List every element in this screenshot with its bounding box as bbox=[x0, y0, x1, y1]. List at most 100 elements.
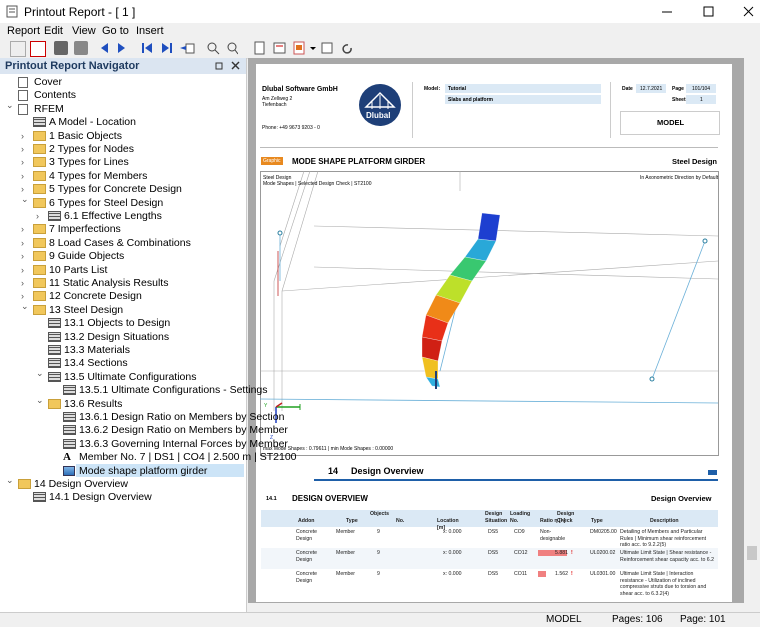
tree-item[interactable]: RFEM bbox=[34, 102, 64, 115]
menu-item[interactable]: Go to bbox=[102, 25, 129, 37]
tree-item[interactable]: 13.5.1 Ultimate Configurations - Setting… bbox=[79, 384, 268, 397]
tree-item[interactable]: 13.6 Results bbox=[64, 397, 123, 410]
tree-item[interactable]: A Model - Location bbox=[49, 116, 136, 129]
tree-item[interactable]: 13.4 Sections bbox=[64, 357, 128, 370]
cell: CO11 bbox=[514, 571, 528, 577]
tree-item[interactable]: 13.1 Objects to Design bbox=[64, 317, 171, 330]
cell: 1.562 bbox=[555, 571, 568, 577]
date-label: Date bbox=[622, 86, 633, 92]
tree-item[interactable]: 13.2 Design Situations bbox=[64, 330, 170, 343]
sub-number: 14.1 bbox=[266, 496, 277, 502]
window-controls[interactable] bbox=[650, 0, 760, 23]
tree-item[interactable]: 7 Imperfections bbox=[49, 223, 121, 236]
scroll-thumb[interactable] bbox=[747, 546, 757, 560]
expander[interactable]: ⌄ bbox=[6, 475, 14, 485]
title-bar bbox=[0, 0, 760, 23]
cell: DS5 bbox=[488, 571, 499, 577]
tree-item[interactable]: 3 Types for Lines bbox=[49, 156, 129, 169]
expander[interactable]: ⌄ bbox=[36, 367, 44, 378]
page-field bbox=[686, 84, 716, 93]
tree-item[interactable]: Mode shape platform girder bbox=[79, 464, 208, 477]
expander[interactable]: ⌄ bbox=[21, 193, 29, 204]
menu-item[interactable]: Report bbox=[7, 25, 41, 37]
tree-item[interactable]: 13.3 Materials bbox=[64, 344, 130, 356]
expander[interactable]: › bbox=[21, 264, 24, 275]
tree-item[interactable]: 6.1 Effective Lengths bbox=[64, 210, 162, 222]
page-icon bbox=[63, 412, 76, 422]
expander[interactable]: › bbox=[21, 251, 24, 262]
vertical-scrollbar[interactable] bbox=[744, 58, 760, 603]
column-header: No. bbox=[396, 518, 405, 524]
tree-item[interactable]: 6 Types for Steel Design bbox=[49, 196, 164, 209]
expander[interactable]: ⌄ bbox=[21, 300, 29, 311]
city: Tiefenbach bbox=[262, 102, 287, 108]
menu-item[interactable]: View bbox=[72, 25, 96, 37]
tree-item[interactable]: 8 Load Cases & Combinations bbox=[49, 236, 191, 249]
tree-item[interactable]: 4 Types for Members bbox=[49, 169, 148, 182]
chapter-icon bbox=[708, 470, 717, 475]
tree-item[interactable]: 2 Types for Nodes bbox=[49, 143, 135, 155]
navigator-controls[interactable] bbox=[214, 60, 242, 72]
tree-item[interactable]: Member No. 7 | DS1 | CO4 | 2.500 m | ST2… bbox=[79, 451, 297, 464]
tree-item[interactable]: 13.6.3 Governing Internal Forces by Memb… bbox=[79, 437, 288, 450]
expander[interactable]: › bbox=[21, 157, 24, 168]
tree-item[interactable]: Cover bbox=[34, 76, 63, 88]
ratio-flag: ! bbox=[571, 571, 573, 577]
logo-text: Dlubal bbox=[366, 111, 391, 120]
tool-navigation[interactable] bbox=[98, 41, 238, 56]
column-header: Type bbox=[591, 518, 603, 524]
tree-item[interactable]: 11 Static Analysis Results bbox=[49, 277, 169, 289]
expander[interactable]: › bbox=[21, 278, 24, 288]
expander[interactable]: ⌄ bbox=[36, 394, 44, 405]
page-icon bbox=[48, 358, 61, 369]
expander[interactable]: › bbox=[21, 144, 24, 154]
cell: Ultimate Limit State | Shear resistance … bbox=[620, 550, 714, 563]
tree-item[interactable]: 13.6.2 Design Ratio on Members by Member bbox=[79, 424, 288, 437]
tree-item[interactable]: 14 Design Overview bbox=[34, 478, 128, 490]
tree-item[interactable]: Contents bbox=[34, 89, 77, 102]
page-icon bbox=[63, 438, 76, 449]
expander[interactable]: › bbox=[21, 224, 24, 235]
image-icon bbox=[63, 465, 75, 476]
expander[interactable]: › bbox=[21, 237, 24, 248]
cell: Concrete Design bbox=[296, 550, 318, 563]
horizontal-scrollbar[interactable] bbox=[248, 603, 760, 612]
tree-item[interactable]: 13.5 Ultimate Configurations bbox=[64, 370, 197, 383]
logo bbox=[359, 84, 401, 126]
column-header: Design Check bbox=[557, 511, 575, 524]
tree-item[interactable]: 13.6.1 Design Ratio on Members by Sectio… bbox=[79, 411, 285, 423]
folder-icon bbox=[33, 264, 46, 275]
tool-print[interactable] bbox=[54, 41, 68, 55]
tree-item[interactable]: 13 Steel Design bbox=[49, 303, 124, 316]
folder-icon bbox=[48, 398, 61, 409]
tree-item[interactable]: 10 Parts List bbox=[49, 263, 108, 276]
expander[interactable]: › bbox=[21, 170, 24, 181]
column-header: Ratio η [–] bbox=[540, 518, 566, 524]
expander[interactable]: › bbox=[21, 291, 24, 302]
tool-print-preview[interactable] bbox=[74, 41, 88, 55]
tool-delete[interactable] bbox=[30, 41, 46, 57]
cell: x: 0.000 bbox=[443, 550, 462, 556]
folder-icon bbox=[33, 197, 46, 208]
tool-new[interactable] bbox=[10, 41, 26, 57]
tree-item[interactable]: 12 Concrete Design bbox=[49, 290, 142, 303]
date: 12.7.2021 bbox=[640, 86, 663, 92]
expander[interactable]: › bbox=[36, 211, 39, 221]
expander[interactable]: › bbox=[21, 130, 24, 141]
model-desc: Slabs and platform bbox=[448, 97, 494, 103]
tree-item[interactable]: 1 Basic Objects bbox=[49, 129, 122, 142]
cell: 9 bbox=[377, 550, 380, 556]
menu-item[interactable]: Edit bbox=[44, 25, 63, 37]
expander[interactable]: › bbox=[21, 184, 24, 195]
tree-item[interactable]: 14.1 Design Overview bbox=[49, 491, 152, 504]
page-icon bbox=[33, 492, 46, 503]
folder-icon bbox=[33, 170, 46, 181]
menu-item[interactable]: Insert bbox=[136, 25, 164, 37]
graphic-addon: Steel Design bbox=[672, 157, 718, 166]
page-number: 101/104 bbox=[692, 86, 711, 92]
tool-report[interactable] bbox=[252, 41, 362, 56]
tree-item[interactable]: 5 Types for Concrete Design bbox=[49, 183, 182, 196]
tree-item[interactable]: 9 Guide Objects bbox=[49, 250, 125, 263]
expander[interactable]: ⌄ bbox=[6, 99, 14, 110]
section: MODEL bbox=[657, 118, 685, 127]
